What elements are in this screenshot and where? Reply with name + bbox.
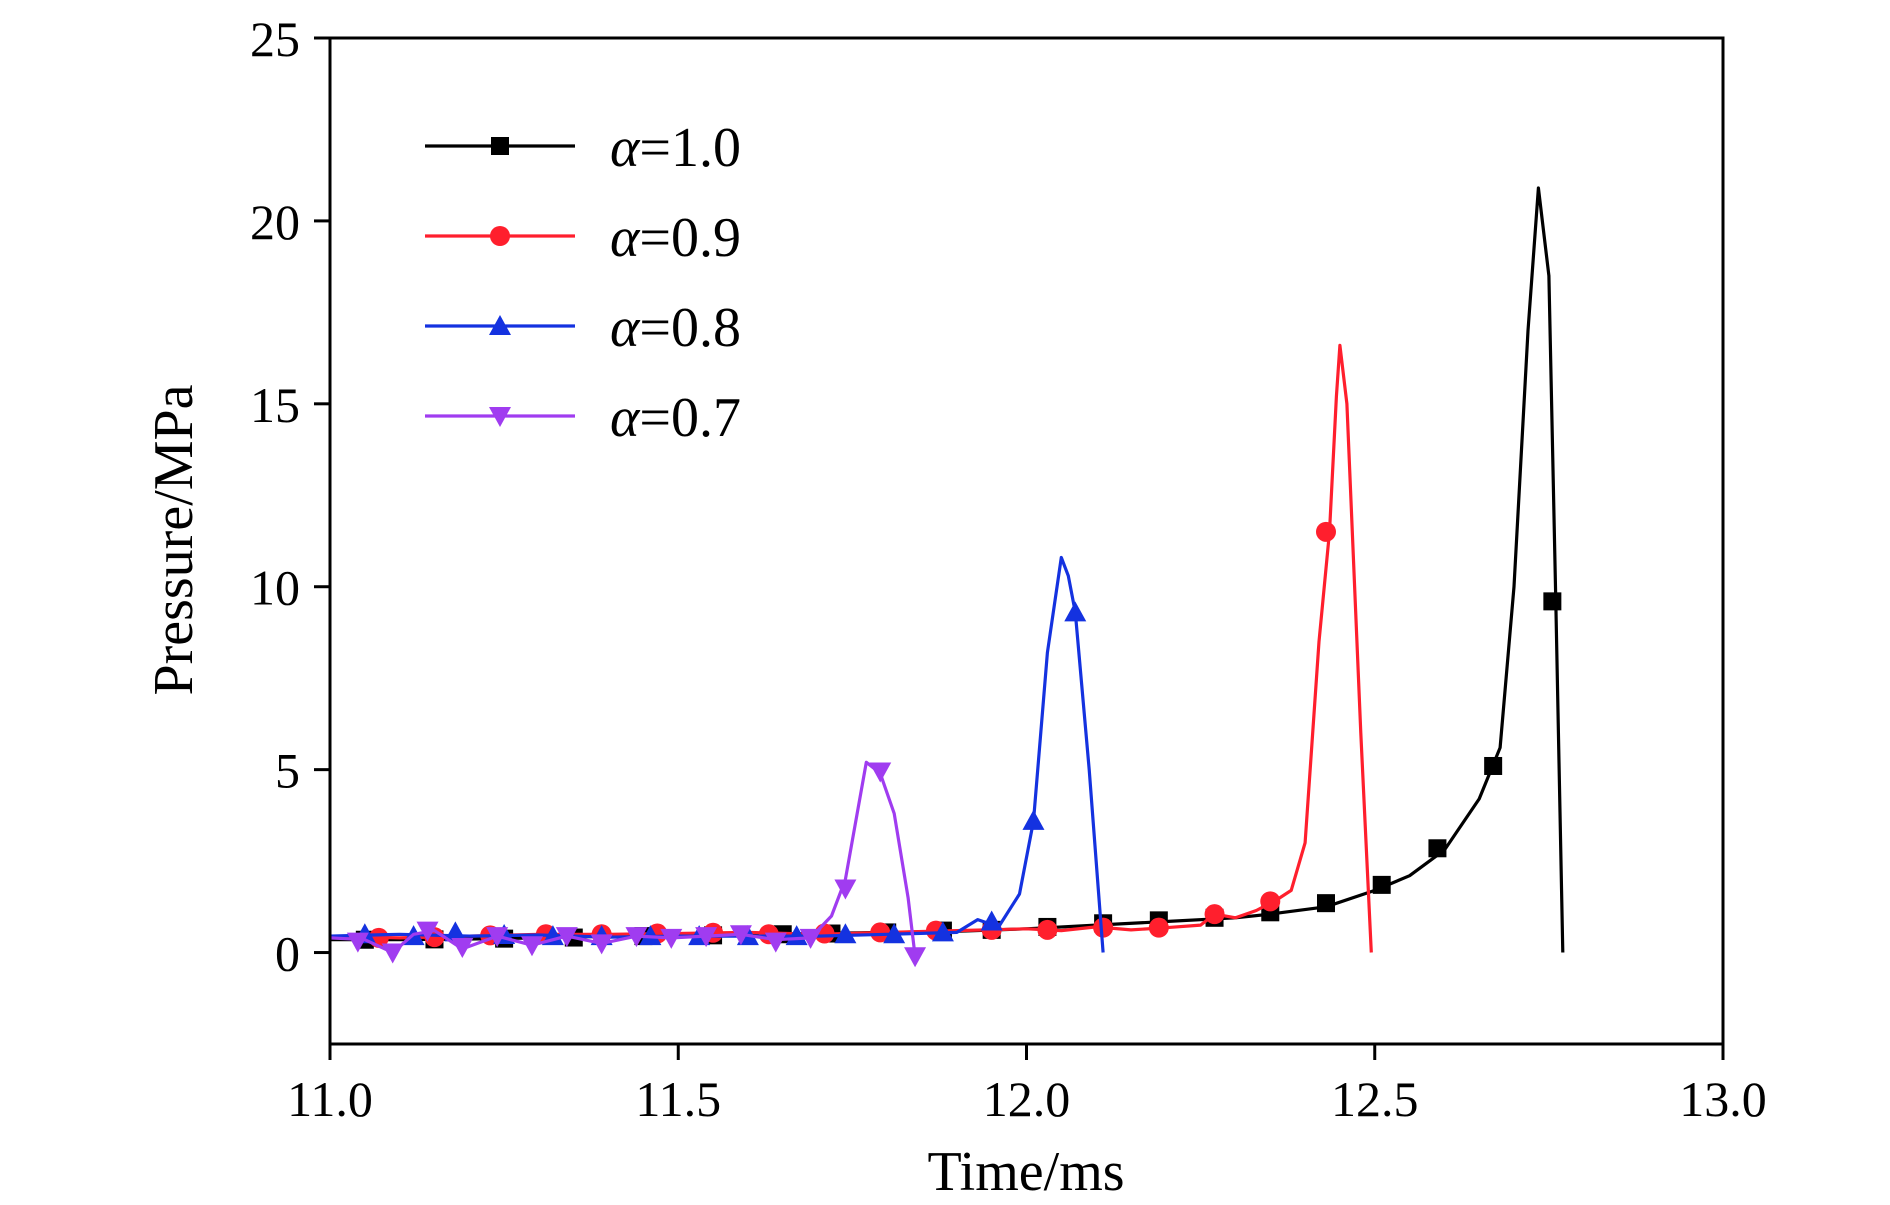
legend: α=1.0 α=0.9 α=0.8 α=0.7: [425, 117, 741, 449]
data-point: [520, 936, 543, 957]
data-point: [639, 925, 662, 946]
data-point: [834, 923, 857, 944]
y-tick-label: 10: [250, 560, 300, 616]
data-point: [346, 932, 369, 953]
data-point: [451, 938, 474, 959]
data-point: [904, 947, 927, 968]
series-2: [330, 343, 1373, 953]
data-point: [590, 934, 613, 955]
series-line: [330, 555, 1105, 953]
plot-frame: [328, 36, 1725, 1046]
data-point: [729, 925, 752, 946]
data-point: [834, 879, 857, 900]
data-point: [1037, 919, 1058, 940]
legend-marker: [489, 407, 511, 427]
x-tick-label: 13.0: [1679, 1071, 1767, 1127]
data-point: [1148, 917, 1169, 938]
data-point: [1093, 917, 1114, 938]
x-axis-title: Time/ms: [927, 1141, 1124, 1203]
legend-marker: [489, 315, 511, 335]
series-layer: [330, 186, 1565, 968]
data-point: [1428, 839, 1447, 858]
y-tick-label: 20: [250, 194, 300, 250]
legend-marker: [490, 226, 510, 246]
x-tick-label: 12.0: [983, 1071, 1071, 1127]
data-point: [1543, 592, 1562, 611]
y-tick-label: 5: [275, 743, 300, 799]
y-axis: 0 5 10 15 20 25: [250, 11, 330, 982]
data-point: [1484, 756, 1503, 775]
data-point: [869, 762, 892, 783]
series-line: [330, 343, 1373, 953]
data-point: [1316, 894, 1335, 913]
legend-label: α=1.0: [610, 117, 741, 179]
data-point: [764, 932, 787, 953]
data-point: [1204, 904, 1225, 925]
data-point: [486, 927, 509, 948]
data-point: [931, 921, 954, 942]
series-4: [330, 760, 927, 968]
x-tick-label: 11.5: [635, 1071, 721, 1127]
series-1: [330, 186, 1565, 953]
data-point: [416, 921, 439, 942]
data-point: [1260, 891, 1281, 912]
data-point: [870, 922, 891, 943]
legend-item-2: α=0.9: [425, 207, 741, 269]
data-point: [695, 927, 718, 948]
data-point: [381, 943, 404, 964]
series-3: [330, 555, 1105, 953]
x-tick-label: 12.5: [1331, 1071, 1419, 1127]
data-point: [660, 928, 683, 949]
y-tick-label: 25: [250, 11, 300, 67]
data-point: [625, 927, 648, 948]
data-point: [799, 928, 822, 949]
data-point: [883, 923, 906, 944]
legend-label: α=0.8: [610, 297, 741, 359]
legend-label: α=0.9: [610, 207, 741, 269]
y-tick-label: 15: [250, 377, 300, 433]
data-point: [1022, 809, 1045, 830]
legend-item-1: α=1.0: [425, 117, 741, 179]
data-point: [1064, 601, 1087, 622]
x-axis: 11.0 11.5 12.0 12.5 13.0: [287, 1044, 1767, 1127]
data-point: [1372, 875, 1391, 894]
data-point: [1315, 521, 1336, 542]
y-tick-label: 0: [275, 926, 300, 982]
data-point: [555, 927, 578, 948]
data-point: [444, 921, 467, 942]
y-axis-title: Pressure/MPa: [143, 384, 205, 695]
x-tick-label: 11.0: [287, 1071, 373, 1127]
series-line: [330, 186, 1565, 953]
legend-label: α=0.7: [610, 387, 741, 449]
legend-marker: [491, 137, 509, 155]
data-point: [980, 910, 1003, 931]
legend-item-4: α=0.7: [425, 387, 741, 449]
legend-item-3: α=0.8: [425, 297, 741, 359]
